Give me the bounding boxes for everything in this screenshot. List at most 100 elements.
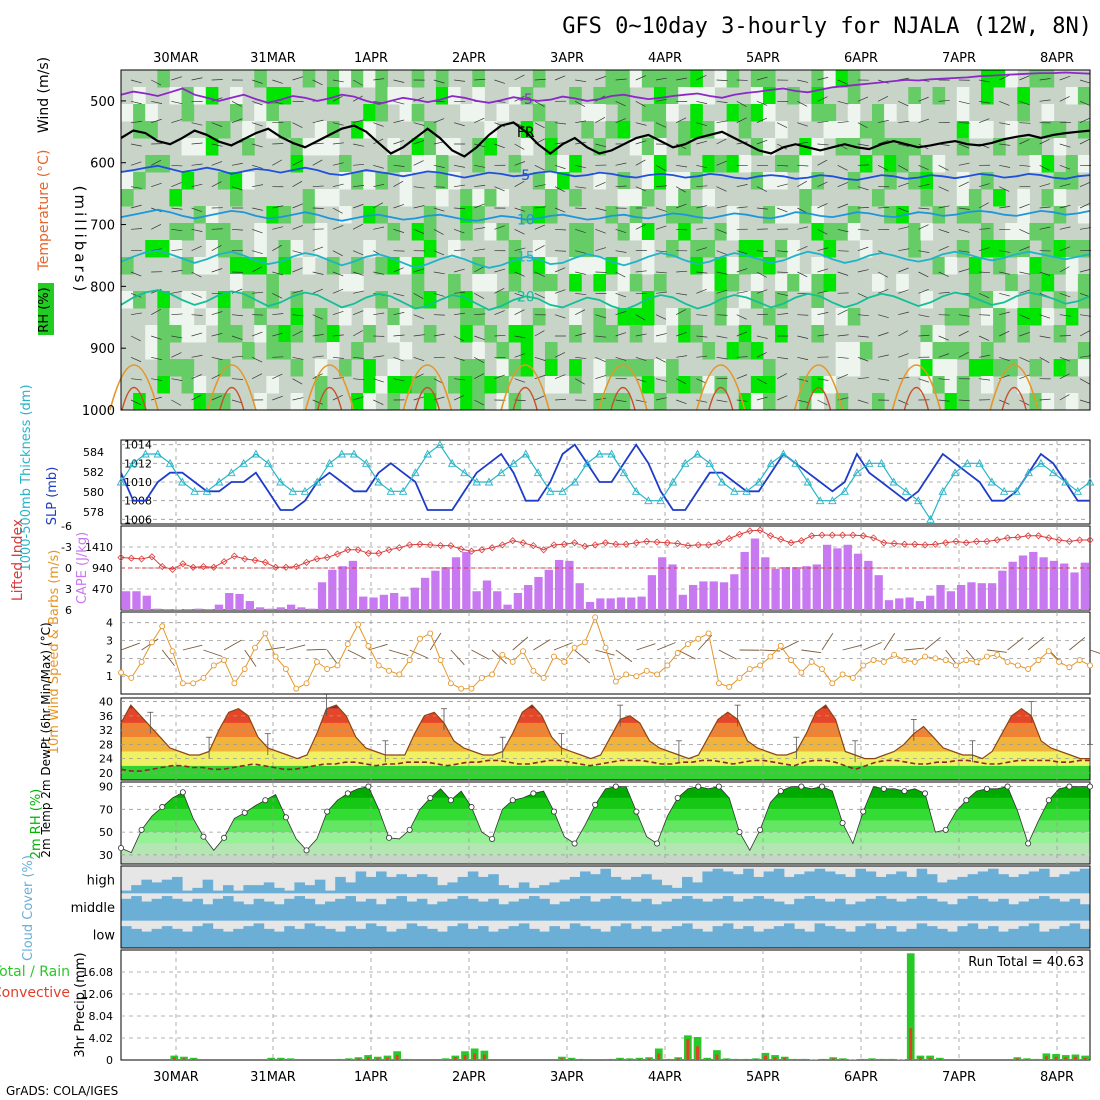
cloud-bar <box>325 928 336 948</box>
rh-cell <box>738 104 752 122</box>
cloud-bar <box>590 901 601 921</box>
isotherm-line <box>120 208 1091 222</box>
precip-conv-bar <box>870 1058 874 1060</box>
precip-conv-bar <box>938 1058 942 1060</box>
wind-barb <box>958 330 969 337</box>
cape-bar <box>513 593 523 610</box>
rh2m-marker <box>715 783 722 790</box>
wind-barb <box>918 224 929 230</box>
lifted-index-marker <box>808 532 816 540</box>
wind-barb <box>171 335 183 339</box>
cloud-bar <box>1028 923 1040 948</box>
wind-barb <box>1039 206 1051 209</box>
wind-barb <box>454 291 466 294</box>
wind-barb <box>615 162 627 166</box>
cloud-layer-label: high <box>87 874 115 889</box>
rh2m-marker <box>530 790 537 797</box>
cloud-bar <box>161 926 173 948</box>
cloud-bar <box>926 874 938 894</box>
rh-cell <box>666 189 679 207</box>
thickness-marker <box>214 477 224 486</box>
thickness-marker <box>546 486 555 495</box>
cloud-bar <box>651 904 662 921</box>
wind-barb <box>676 378 687 385</box>
wind-barb <box>353 356 365 359</box>
cloud-bar <box>580 926 591 948</box>
wind-barb <box>837 374 848 379</box>
rh-cell <box>290 393 304 411</box>
cloud-bar <box>223 896 234 921</box>
cloud-bar <box>631 901 642 921</box>
wind10-barb <box>285 644 306 651</box>
rh-cell <box>169 189 183 207</box>
cloud-bar <box>651 879 662 894</box>
wind-barb <box>413 186 425 189</box>
wind-barb <box>797 101 808 107</box>
wind-barb <box>393 228 405 233</box>
wind-barb <box>898 101 909 107</box>
wind-barb <box>878 206 890 209</box>
precip-conv-bar <box>734 1059 738 1060</box>
cloud-bar <box>620 923 632 948</box>
cloud-bar <box>733 874 744 894</box>
cloud-bar <box>457 923 469 948</box>
wind10-barb <box>615 649 633 663</box>
cape-bar <box>1018 555 1028 610</box>
thickness-marker <box>668 477 678 486</box>
rh-cell <box>435 70 449 88</box>
wind-barb <box>575 186 587 189</box>
wind-barb <box>817 290 829 294</box>
cape-bar <box>843 544 852 610</box>
rh-cell <box>532 172 546 190</box>
precip-conv-bar <box>386 1057 389 1060</box>
rh-cell <box>290 359 304 377</box>
wind-barb <box>474 164 486 168</box>
temp-frame <box>120 697 1091 781</box>
rh2m-marker <box>406 826 413 833</box>
cloud-bar <box>590 874 601 894</box>
cloud-bar <box>1008 928 1019 948</box>
cloud-bar <box>529 896 540 921</box>
rh-cell <box>302 257 316 275</box>
wind10-barb <box>388 649 409 656</box>
wind-barb <box>312 119 324 124</box>
wind-barb <box>292 330 303 337</box>
rh-cell <box>617 308 631 326</box>
wind10-marker <box>478 675 485 681</box>
wind10-marker <box>870 657 877 664</box>
rh-cell <box>690 206 703 224</box>
rh-cell <box>835 138 849 156</box>
cloud-bar <box>1049 898 1060 921</box>
precip-tick-label: 8.04 <box>89 1010 114 1023</box>
cape-tick-label: 940 <box>92 562 113 575</box>
wind-barb <box>918 250 930 253</box>
lifted-index-marker <box>1034 532 1043 540</box>
wind-barb <box>958 268 970 273</box>
wind-barb <box>918 96 929 102</box>
wind10-marker <box>1076 657 1083 664</box>
cloud-bar <box>508 887 520 894</box>
rh-cell <box>993 70 1006 88</box>
rh-cell <box>375 257 388 275</box>
wind10-marker <box>932 655 939 662</box>
wind-barb <box>413 205 425 209</box>
cloud-bar <box>722 923 734 948</box>
precip-conv-bar <box>822 1059 825 1060</box>
rh-cell <box>266 104 279 122</box>
wind-barb <box>898 143 910 147</box>
lifted-index-marker <box>849 531 857 539</box>
wind-barb <box>938 165 949 171</box>
rh-cell <box>944 257 958 275</box>
wind-barb <box>857 399 869 404</box>
rh-cell <box>520 359 534 377</box>
cloud-bar <box>916 868 928 894</box>
rh-cell <box>278 325 292 343</box>
rh-cell <box>750 274 764 292</box>
lifted-index-marker <box>313 555 321 563</box>
rh-cell <box>629 206 643 224</box>
wind-barb <box>231 378 243 380</box>
thickness-marker <box>398 486 408 495</box>
wind-barb <box>817 96 828 102</box>
wind-barb <box>716 356 728 360</box>
